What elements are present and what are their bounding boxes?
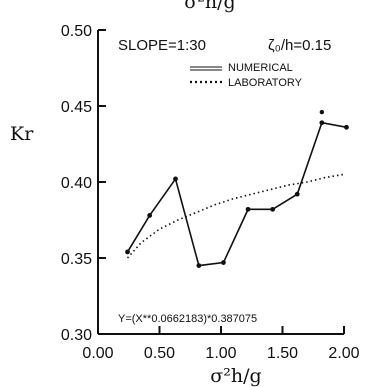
x-axis-title: σ²h/g — [210, 365, 261, 387]
fit-formula: Y=(X**0.0662183)*0.387075 — [118, 313, 257, 325]
legend-label-numerical: NUMERICAL — [228, 62, 293, 74]
y-axis-ticks: 0.30 0.35 0.40 0.45 0.50 — [61, 23, 106, 344]
y-tick-label: 0.45 — [61, 99, 92, 116]
x-tick-label: 0.00 — [82, 345, 113, 362]
series-numerical-point — [245, 206, 251, 212]
series-numerical-point — [270, 206, 276, 212]
x-tick-label: 0.50 — [144, 345, 175, 362]
y-tick-label: 0.35 — [61, 251, 92, 268]
series-numerical-point — [319, 120, 325, 126]
series-numerical-point — [173, 176, 178, 182]
series-numerical-point — [221, 260, 226, 265]
y-tick-label: 0.40 — [61, 175, 92, 192]
series-numerical-line — [126, 121, 347, 267]
series-numerical-point — [147, 213, 153, 218]
ratio-annotation: ζ₀/h=0.15 — [268, 37, 331, 54]
x-tick-label: 1.00 — [205, 345, 236, 362]
series-numerical-point — [125, 249, 130, 255]
y-tick-label: 0.30 — [61, 327, 92, 344]
extra-data-point — [319, 109, 325, 115]
series-laboratory-curve — [126, 173, 345, 259]
chart-title-fragment: σ²h/g — [184, 0, 235, 13]
series-numerical-point — [294, 191, 300, 197]
series-numerical-point — [196, 263, 202, 268]
x-axis-ticks: 0.00 0.50 1.00 1.50 2.00 — [82, 326, 360, 362]
slope-annotation: SLOPE=1:30 — [118, 37, 206, 54]
y-tick-label: 0.50 — [61, 23, 92, 40]
x-tick-label: 2.00 — [328, 345, 359, 362]
y-axis-title: Kr — [10, 123, 34, 145]
x-tick-label: 1.50 — [267, 345, 298, 362]
legend-label-laboratory: LABORATORY — [228, 77, 303, 89]
series-numerical-point — [344, 124, 349, 130]
series-layer — [125, 109, 349, 268]
